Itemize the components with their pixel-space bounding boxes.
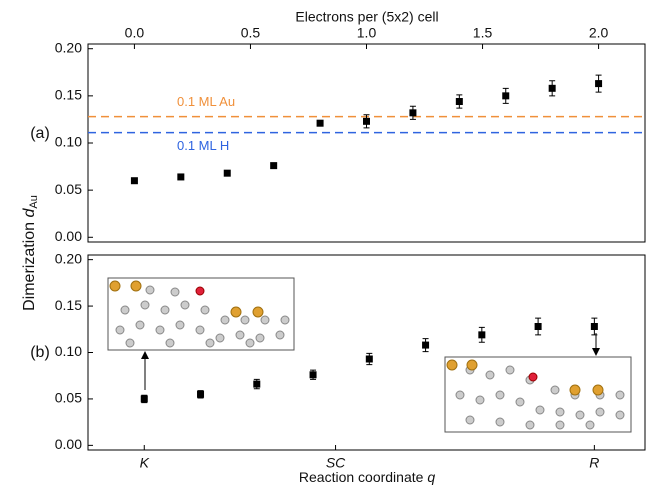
data-point [270, 162, 278, 170]
data-point [455, 98, 463, 106]
data-point [422, 341, 430, 349]
data-point [177, 173, 185, 181]
reference-label: 0.1 ML H [177, 138, 229, 153]
y-tick-label: 0.20 [55, 250, 82, 266]
data-point [502, 92, 510, 100]
data-point [595, 80, 603, 88]
inset-structure [444, 356, 632, 433]
x-tick-label: 0.5 [241, 25, 261, 41]
data-point [363, 117, 370, 125]
data-point [223, 169, 231, 177]
data-point [365, 355, 373, 363]
x-tick-label: R [589, 455, 599, 471]
plot-frame [87, 43, 646, 243]
data-point [140, 395, 148, 403]
data-point [409, 109, 417, 117]
panel-label: (a) [30, 125, 50, 142]
reference-label: 0.1 ML Au [177, 94, 235, 109]
data-point [590, 323, 598, 330]
data-point [309, 371, 317, 379]
x-axis-label: Reaction coordinate q [299, 469, 435, 485]
y-tick-label: 0.10 [55, 134, 82, 150]
data-point [478, 331, 486, 339]
y-axis-label: Dimerization dAu [21, 195, 40, 311]
x-tick-label: 2.0 [589, 25, 609, 41]
x-tick-label: 1.0 [357, 25, 377, 41]
y-tick-label: 0.05 [55, 181, 82, 197]
x-tick-label: 1.5 [473, 25, 493, 41]
data-point [130, 177, 138, 185]
y-tick-label: 0.15 [55, 87, 82, 103]
inset-structure [107, 277, 295, 351]
x-tick-label: SC [326, 455, 346, 471]
data-point [253, 380, 261, 388]
y-tick-label: 0.00 [55, 228, 82, 244]
data-point [548, 84, 556, 92]
data-point [534, 323, 542, 330]
y-tick-label: 0.20 [55, 39, 82, 55]
y-tick-label: 0.10 [55, 343, 82, 359]
y-tick-label: 0.15 [55, 297, 82, 313]
y-tick-label: 0.05 [55, 390, 82, 406]
y-tick-label: 0.00 [55, 436, 82, 452]
data-point [197, 390, 205, 398]
x-tick-label: K [140, 455, 150, 471]
x-tick-label: 0.0 [125, 25, 145, 41]
panel-label: (b) [30, 344, 50, 361]
data-point [316, 119, 324, 127]
x-axis-label: Electrons per (5x2) cell [295, 9, 438, 25]
